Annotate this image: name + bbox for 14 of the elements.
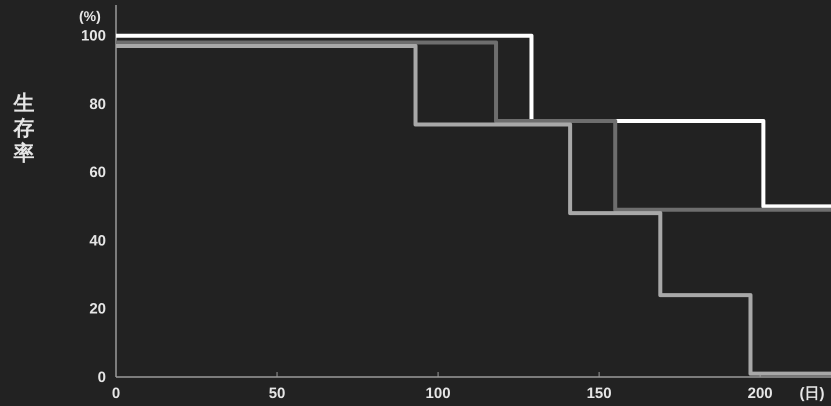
- x-tick-label: 0: [112, 385, 120, 402]
- x-tick-label: 100: [426, 385, 451, 402]
- text: (%): [79, 8, 101, 24]
- y-tick-label: 100: [80, 28, 106, 45]
- x-tick-label: 50: [268, 385, 286, 402]
- x-axis-title: (日): [800, 385, 824, 402]
- y-tick-label: 0: [98, 369, 106, 386]
- ylabel: 生存率: [14, 92, 34, 165]
- x-tick-label: 150: [586, 385, 612, 402]
- y-tick-label: 60: [89, 164, 106, 182]
- x-tick-label: 200: [748, 385, 773, 402]
- y-tick-label: 20: [89, 300, 106, 318]
- y-tick-label: 40: [89, 232, 106, 250]
- y-tick-label: 80: [89, 96, 106, 113]
